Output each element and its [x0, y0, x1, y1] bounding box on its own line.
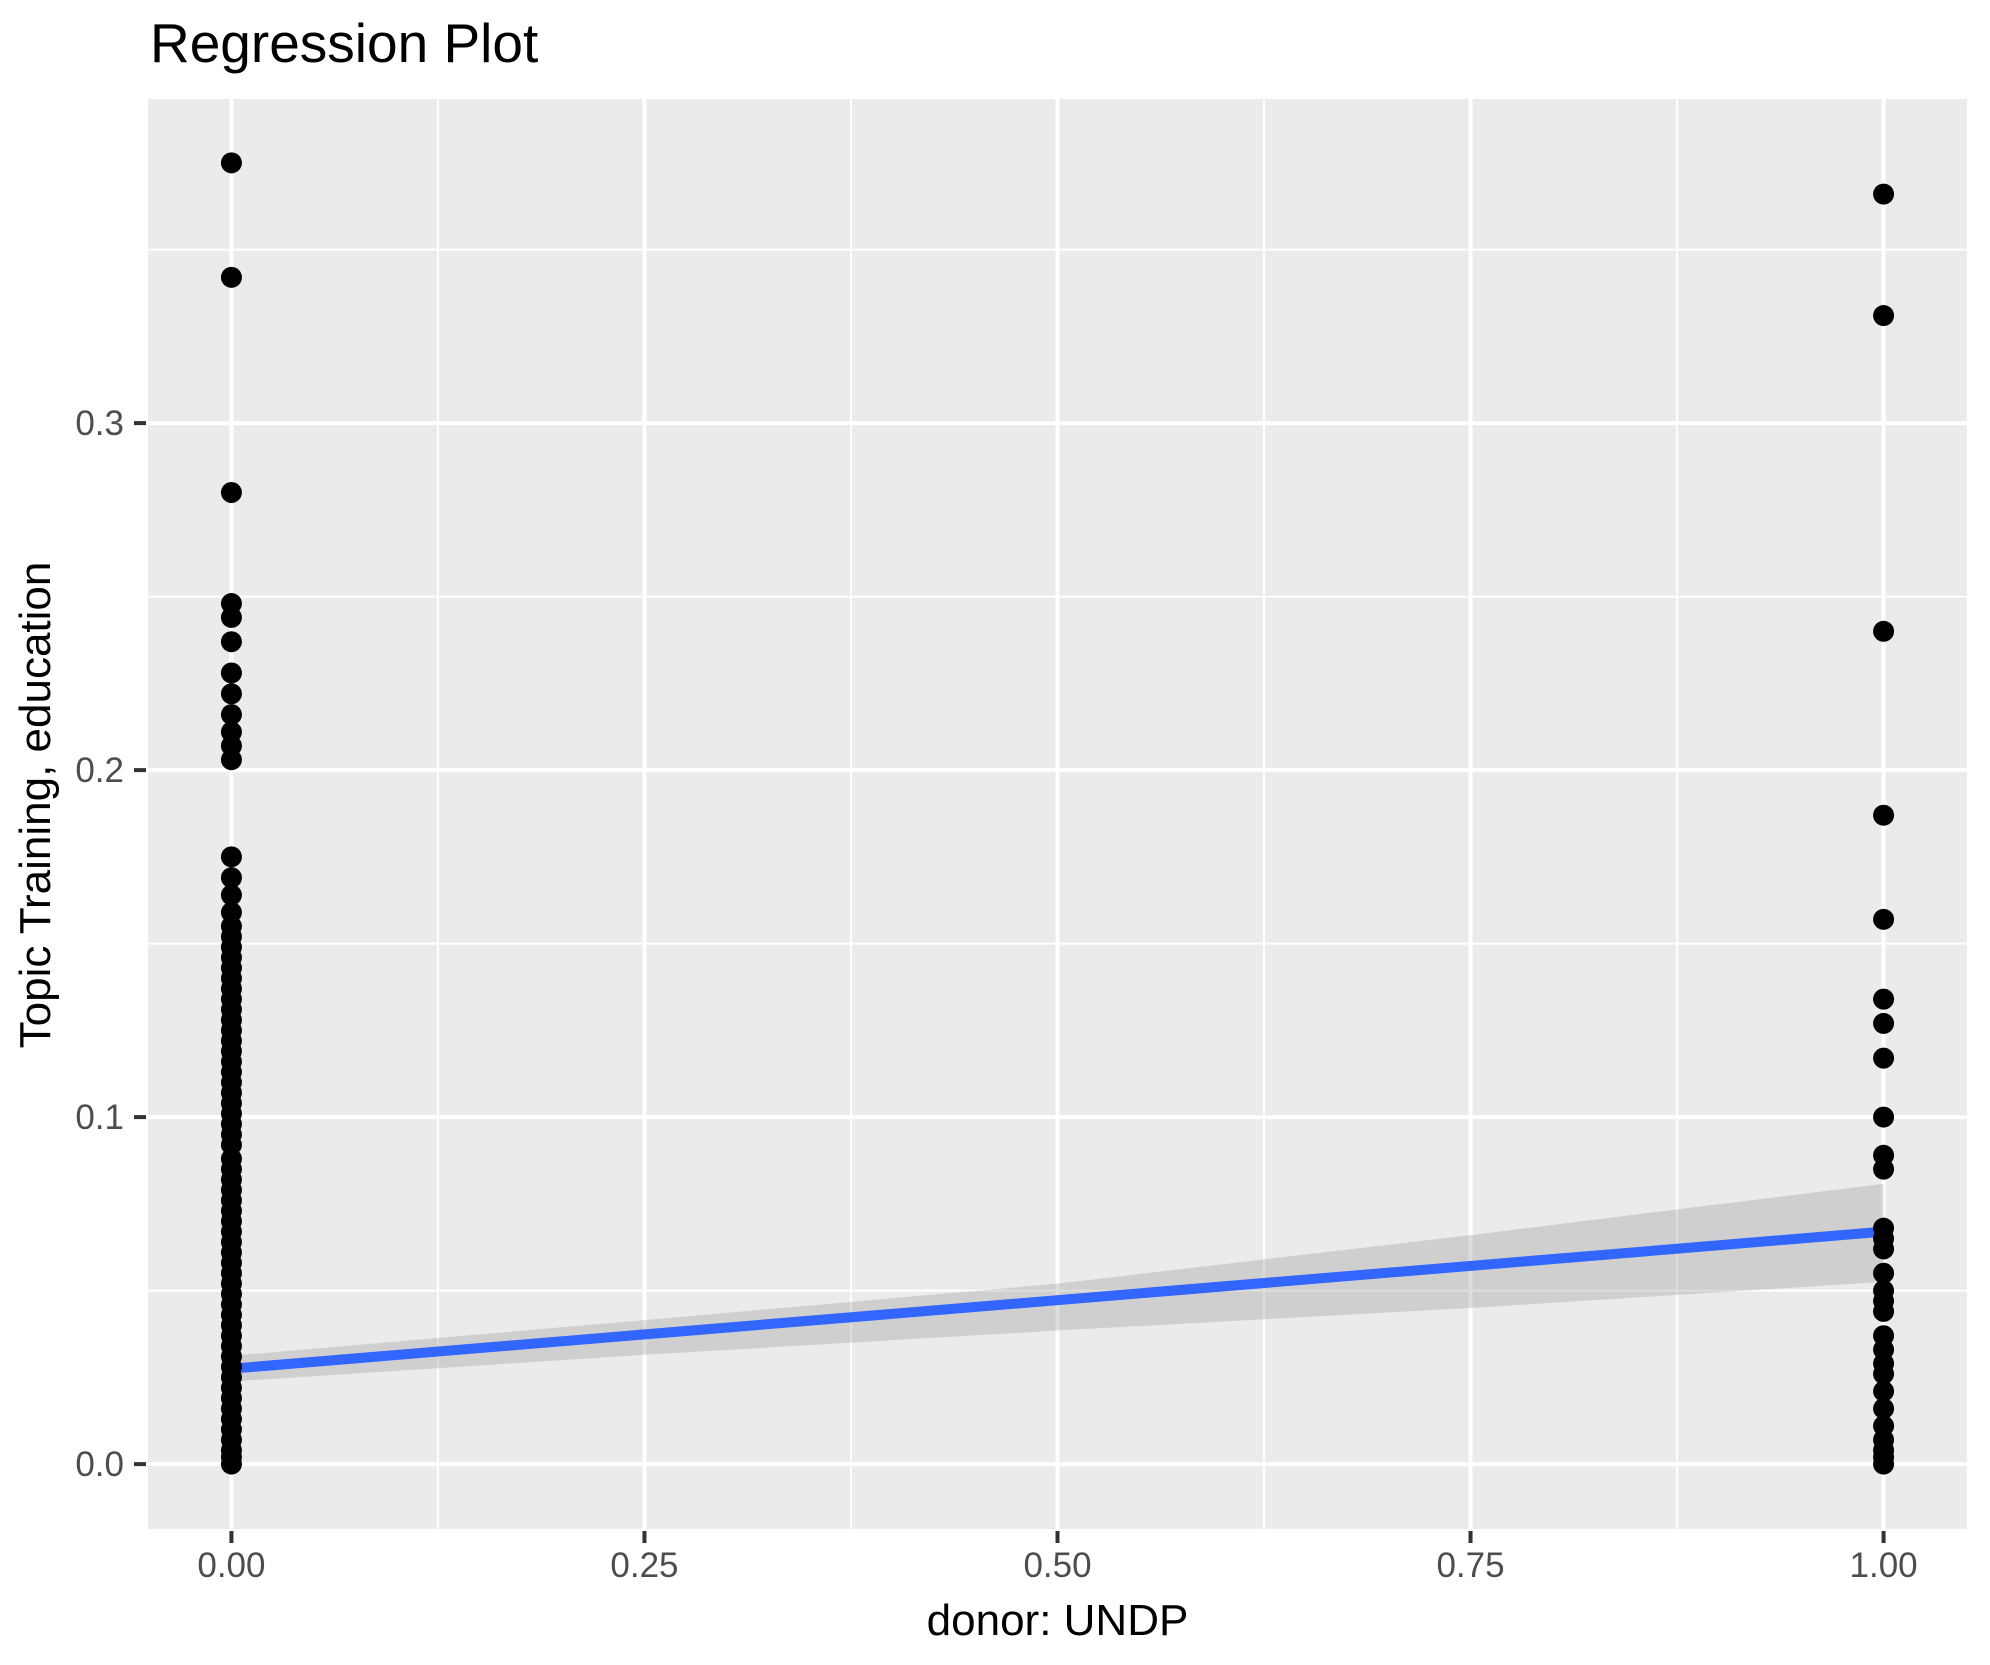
- data-point: [1873, 804, 1895, 826]
- data-point: [1873, 1106, 1895, 1128]
- y-tick-label: 0.2: [75, 751, 124, 790]
- x-tick-label: 0.25: [610, 1546, 678, 1585]
- data-point: [1873, 305, 1895, 327]
- data-point: [1873, 620, 1895, 642]
- data-point: [1873, 1453, 1895, 1475]
- data-point: [1873, 988, 1895, 1010]
- data-point: [1873, 1363, 1895, 1385]
- data-point: [1873, 1262, 1895, 1284]
- data-point: [1873, 1012, 1895, 1034]
- x-tick-label: 0.50: [1023, 1546, 1091, 1585]
- y-tick-label: 0.1: [75, 1098, 124, 1137]
- data-point: [1873, 1380, 1895, 1402]
- data-point: [1873, 183, 1895, 205]
- data-point: [1873, 1238, 1895, 1260]
- data-point: [1873, 908, 1895, 930]
- x-tick-label: 0.75: [1436, 1546, 1504, 1585]
- data-point: [220, 662, 242, 684]
- regression-line: [231, 1226, 1884, 1374]
- data-point: [1873, 1047, 1895, 1069]
- x-axis-title: donor: UNDP: [926, 1596, 1189, 1645]
- x-tick-label: 1.00: [1850, 1546, 1918, 1585]
- data-point: [220, 631, 242, 653]
- data-point: [220, 266, 242, 288]
- data-point: [220, 884, 242, 906]
- data-point: [220, 606, 242, 628]
- data-point: [1873, 1398, 1895, 1420]
- data-point: [220, 704, 242, 726]
- data-point: [220, 1453, 242, 1475]
- data-point: [220, 683, 242, 705]
- data-point: [220, 482, 242, 504]
- y-axis-title-text: Topic Training, education: [11, 561, 60, 1049]
- data-point: [1873, 1300, 1895, 1322]
- data-point: [220, 867, 242, 889]
- data-point: [1873, 1158, 1895, 1180]
- y-tick-label: 0.0: [75, 1445, 124, 1484]
- chart-title: Regression Plot: [150, 12, 539, 74]
- y-tick-label: 0.3: [75, 404, 124, 443]
- data-point: [220, 749, 242, 771]
- data-point: [220, 152, 242, 174]
- x-tick-label: 0.00: [197, 1546, 265, 1585]
- data-point: [220, 846, 242, 868]
